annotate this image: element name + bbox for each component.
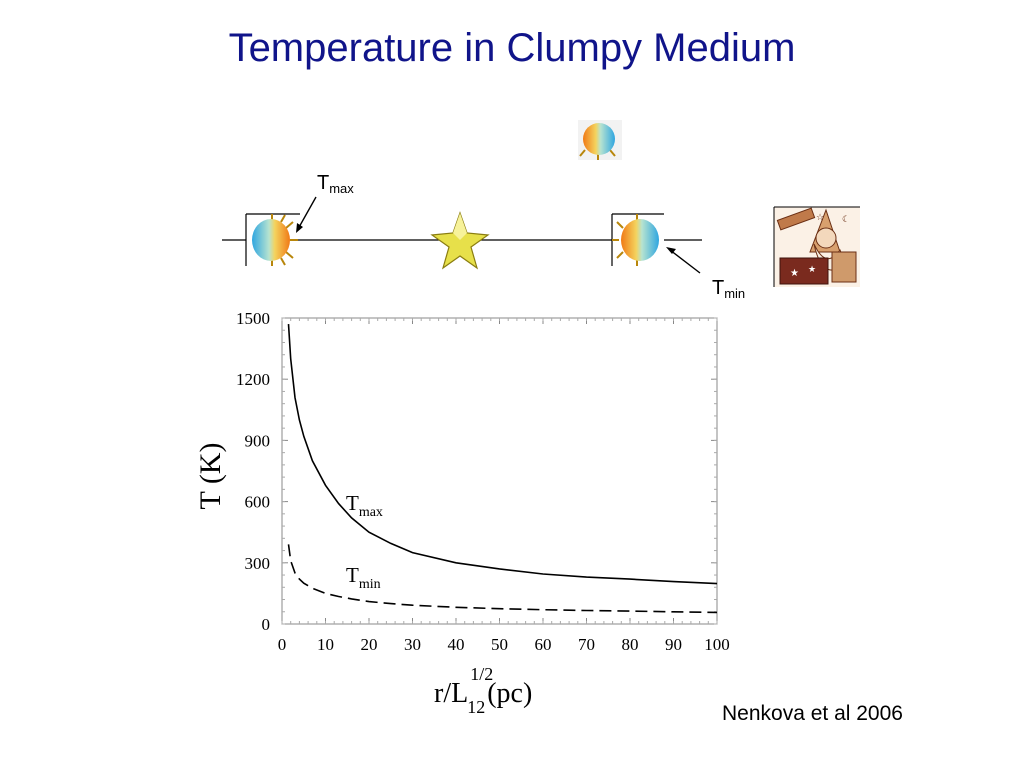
x-tick-label: 0 xyxy=(278,635,287,654)
clump-icon xyxy=(578,120,622,160)
x-tick-label: 50 xyxy=(491,635,508,654)
tmax-arrow xyxy=(296,196,317,233)
y-tick-label: 600 xyxy=(245,493,271,512)
temperature-chart: 0 300 600 900 1200 1500 0 10 20 30 40 50 60 70 80 90 100… xyxy=(194,309,730,717)
x-tick-label: 100 xyxy=(704,635,730,654)
y-tick-label: 900 xyxy=(245,431,271,450)
y-axis-label: T (K) xyxy=(194,443,227,510)
citation: Nenkova et al 2006 xyxy=(722,702,903,725)
tmin-arrow xyxy=(666,247,701,274)
x-tick-label: 60 xyxy=(535,635,552,654)
tmax-curve xyxy=(287,324,718,585)
tmin-curve-label: Tmin xyxy=(346,563,381,592)
y-tick-label: 300 xyxy=(245,554,271,573)
tmin-label: Tmin xyxy=(712,277,746,301)
x-tick-label: 40 xyxy=(448,635,465,654)
x-tick-label: 70 xyxy=(578,635,595,654)
svg-text:☾: ☾ xyxy=(842,215,850,225)
y-tick-label: 1500 xyxy=(236,309,270,328)
x-tick-label: 10 xyxy=(317,635,334,654)
star-icon xyxy=(430,211,490,270)
x-axis-label: r/L1/2 12(pc) xyxy=(434,664,532,717)
svg-text:★: ★ xyxy=(808,265,816,275)
clump-icon xyxy=(245,213,300,266)
tmin-curve xyxy=(287,544,718,614)
clump-schematic: ★ ★ ☆ ☾ xyxy=(222,120,860,287)
y-tick-label: 0 xyxy=(262,615,271,634)
slide-title: Temperature in Clumpy Medium xyxy=(228,26,796,70)
svg-text:☆: ☆ xyxy=(816,213,824,223)
svg-text:★: ★ xyxy=(790,268,799,279)
astronomer-telescope-icon: ★ ★ ☆ ☾ xyxy=(773,206,860,287)
clump-icon xyxy=(611,213,664,266)
plot-axes: 0 300 600 900 1200 1500 0 10 20 30 40 50 60 70 80 90 100 xyxy=(236,309,730,654)
y-tick-label: 1200 xyxy=(236,370,270,389)
tmax-label: Tmax xyxy=(317,172,354,196)
tmax-curve-label: Tmax xyxy=(346,491,383,520)
x-tick-label: 30 xyxy=(404,635,421,654)
x-tick-label: 90 xyxy=(665,635,682,654)
x-tick-label: 20 xyxy=(361,635,378,654)
plot-series xyxy=(287,324,718,614)
y-axis-label-text: T (K) xyxy=(194,443,227,510)
x-tick-label: 80 xyxy=(622,635,639,654)
